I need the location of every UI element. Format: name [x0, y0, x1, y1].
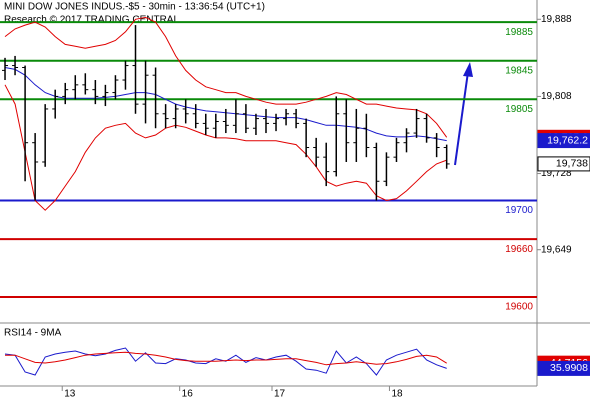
- y-tick-label: 19,649: [541, 244, 572, 255]
- rsi-line: [4, 347, 447, 376]
- y-tick-label: 19,808: [541, 91, 572, 102]
- x-tick-label: 13: [64, 389, 76, 400]
- indicator-line: [4, 16, 448, 138]
- indicator-line: [4, 84, 447, 211]
- projection-arrow: [454, 71, 469, 166]
- price-tag: [537, 156, 590, 172]
- price-tag: [537, 133, 590, 149]
- price-tag-label: 35.9908: [550, 362, 588, 374]
- level-label: 19660: [505, 244, 533, 255]
- price-tag: [537, 360, 590, 376]
- x-tick-label: 17: [274, 389, 286, 400]
- level-label: 19885: [505, 27, 533, 38]
- y-tick-label: 19,888: [541, 14, 572, 25]
- price-tag-label: 19,762.2: [547, 134, 588, 146]
- x-tick-label: 18: [391, 389, 403, 400]
- level-label: 19700: [505, 205, 533, 216]
- rsi-line: [5, 351, 447, 366]
- arrow-head: [463, 62, 473, 77]
- x-tick-label: 16: [182, 389, 194, 400]
- level-label: 19845: [505, 65, 533, 76]
- price-tag-label: 19,738: [556, 158, 588, 170]
- level-label: 19805: [505, 104, 533, 115]
- rsi-title: RSI14 - 9MA: [4, 328, 62, 339]
- level-label: 19600: [505, 302, 533, 313]
- chart-title: MINI DOW JONES INDUS.-$5 - 30min - 13:36…: [4, 2, 265, 13]
- y-tick-label: 19,728: [541, 168, 572, 179]
- chart-subtitle: Research © 2017 TRADING CENTRAL: [4, 15, 179, 26]
